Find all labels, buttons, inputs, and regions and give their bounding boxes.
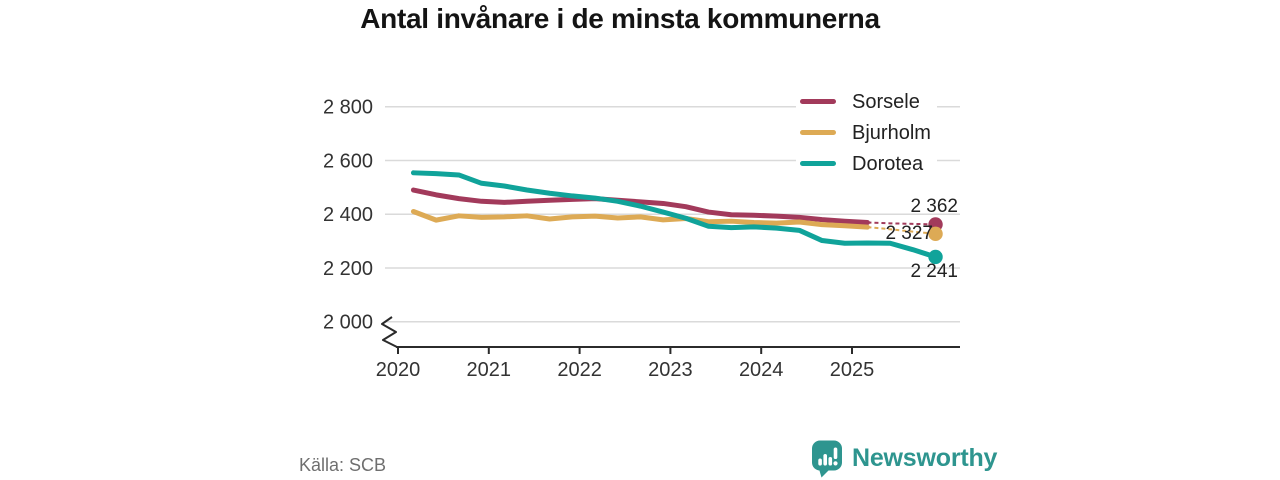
brand-name: Newsworthy (852, 444, 998, 472)
legend-item-dorotea: Dorotea (796, 148, 937, 179)
newsworthy-branding: Newsworthy (810, 439, 997, 478)
end-value-label-bjurholm: 2 327 (885, 223, 933, 244)
legend-label: Dorotea (852, 152, 924, 175)
chart-legend: Sorsele Bjurholm Dorotea (796, 86, 937, 179)
legend-swatch-sorsele (800, 99, 836, 104)
legend-swatch-dorotea (800, 161, 836, 166)
y-axis-tick-label: 2 800 (323, 97, 373, 119)
chart-title: Antal invånare i de minsta kommunerna (360, 3, 880, 34)
series-line-bjurholm (410, 209, 870, 230)
y-axis-tick-label: 2 200 (323, 258, 373, 280)
end-value-label-sorsele: 2 362 (910, 196, 958, 217)
series-dashed-tail-bjurholm (867, 226, 936, 235)
x-axis-tick-label: 2021 (467, 359, 512, 381)
axis-break-icon (381, 316, 398, 348)
x-axis-tick-label: 2022 (557, 359, 602, 381)
x-axis-tick-label: 2023 (648, 359, 693, 381)
end-dot-dorotea (928, 249, 943, 265)
x-axis-tick-label: 2024 (739, 359, 784, 381)
legend-label: Bjurholm (852, 121, 931, 144)
bar-chart-speech-bubble-icon (812, 440, 842, 478)
legend-item-bjurholm: Bjurholm (796, 117, 937, 148)
x-axis-tick-label: 2020 (376, 359, 421, 381)
end-value-label-dorotea: 2 241 (910, 261, 958, 282)
series-line-sorsele (410, 187, 870, 226)
series-line-dorotea (410, 170, 939, 260)
y-axis-tick-label: 2 600 (323, 150, 373, 172)
legend-swatch-bjurholm (800, 130, 836, 135)
y-axis-tick-label: 2 400 (323, 204, 373, 226)
end-dot-bjurholm (928, 226, 943, 242)
series-dashed-tail-sorsele (867, 221, 936, 226)
legend-item-sorsele: Sorsele (796, 86, 937, 117)
legend-label: Sorsele (852, 90, 920, 113)
y-axis-tick-label: 2 000 (323, 312, 373, 334)
x-axis-tick-label: 2025 (830, 359, 875, 381)
source-note: Källa: SCB (299, 455, 387, 475)
